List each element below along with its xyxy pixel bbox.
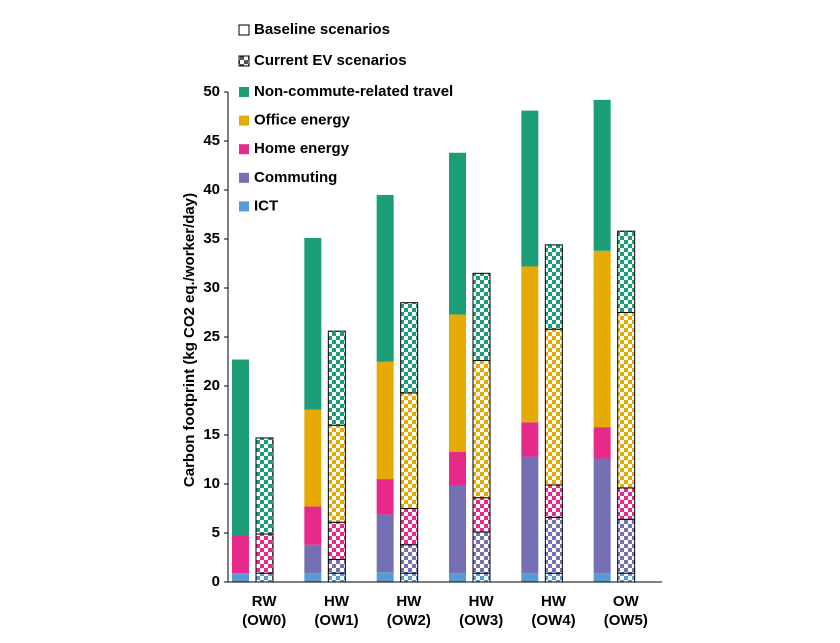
bar-segment <box>232 573 249 582</box>
bar-segment <box>521 573 539 582</box>
bar-segment <box>376 514 394 573</box>
bar-segment <box>304 409 322 507</box>
x-tick-label: (OW5) <box>604 612 648 629</box>
x-tick-label: (OW2) <box>387 612 431 629</box>
bar-segment <box>449 573 466 582</box>
bar-segment <box>449 152 466 315</box>
bar-segment <box>521 422 539 457</box>
y-tick-label: 45 <box>203 132 220 149</box>
ev-bar-segment <box>472 531 491 574</box>
legend-label: Baseline scenarios <box>254 21 390 38</box>
bar-segment <box>304 544 322 574</box>
ev-bar-segment <box>327 330 346 426</box>
ev-bar-segment <box>400 544 419 574</box>
bar-segment <box>521 110 539 267</box>
y-tick-label: 5 <box>212 524 220 541</box>
y-tick-label: 40 <box>203 181 220 198</box>
ev-bar-segment <box>472 360 491 499</box>
legend-swatch <box>238 55 250 67</box>
x-tick-label: (OW3) <box>459 612 503 629</box>
ev-bar-segment <box>617 230 636 313</box>
legend-label: Non-commute-related travel <box>254 83 453 100</box>
ev-bar-segment <box>400 572 419 583</box>
legend-swatch <box>239 115 249 126</box>
legend-label: Office energy <box>254 112 351 129</box>
ev-bar-segment <box>544 328 563 486</box>
bar-segment <box>449 484 466 574</box>
ev-bar-segment <box>617 487 636 520</box>
legend-label: ICT <box>254 197 278 214</box>
ev-bar-segment <box>544 244 563 330</box>
ev-bar-segment <box>472 272 491 362</box>
bar-segment <box>593 427 611 459</box>
bar-segment <box>376 572 394 582</box>
ev-bar-segment <box>327 558 346 574</box>
x-tick-label: (OW1) <box>314 612 358 629</box>
ev-bar-segment <box>544 484 563 518</box>
x-tick-label: HW <box>324 593 350 610</box>
bar-segment <box>304 506 322 545</box>
ev-bar-segment <box>255 533 274 574</box>
bar-segment <box>521 266 539 423</box>
y-tick-label: 25 <box>203 328 220 345</box>
x-tick-label: RW <box>252 593 278 610</box>
bar-segment <box>593 99 611 251</box>
bar-segment <box>449 314 466 452</box>
legend-swatch <box>238 24 250 36</box>
ev-bar-segment <box>255 572 274 583</box>
y-tick-label: 50 <box>203 83 220 100</box>
legend-label: Home energy <box>254 140 350 157</box>
y-tick-label: 10 <box>203 475 220 492</box>
y-tick-label: 30 <box>203 279 220 296</box>
ev-bar-segment <box>400 302 419 394</box>
x-tick-label: HW <box>469 593 495 610</box>
bar-segment <box>232 359 249 535</box>
ev-bar-segment <box>472 497 491 533</box>
ev-bar-segment <box>327 572 346 583</box>
bar-segment <box>521 456 539 574</box>
bar-segment <box>304 238 322 410</box>
bar-segment <box>232 534 249 574</box>
legend-swatch <box>239 87 249 97</box>
y-tick-label: 15 <box>203 426 220 443</box>
x-tick-label: (OW4) <box>531 612 575 629</box>
y-tick-label: 35 <box>203 230 220 247</box>
ev-bar-segment <box>472 572 491 583</box>
bar-segment <box>593 573 611 582</box>
ev-bar-segment <box>400 392 419 509</box>
ev-bar-segment <box>400 508 419 546</box>
y-tick-label: 20 <box>203 377 220 394</box>
x-tick-label: (OW0) <box>242 612 286 629</box>
legend-label: Current EV scenarios <box>254 52 407 69</box>
legend-label: Commuting <box>254 169 337 186</box>
x-tick-label: HW <box>541 593 567 610</box>
legend-swatch <box>239 201 249 212</box>
ev-bar-segment <box>617 312 636 489</box>
x-tick-label: HW <box>396 593 422 610</box>
bar-segment <box>449 451 466 485</box>
bar-segment <box>593 458 611 574</box>
y-tick-label: 0 <box>212 573 220 590</box>
ev-bar-segment <box>617 572 636 583</box>
bar-segment <box>376 194 394 362</box>
bar-segment <box>376 479 394 515</box>
y-axis-label: Carbon footprint (kg CO2 eq./worker/day) <box>181 193 198 487</box>
bar-segment <box>593 250 611 428</box>
ev-bar-segment <box>255 437 274 535</box>
bar-segment <box>376 361 394 480</box>
ev-bar-segment <box>327 521 346 560</box>
bar-segment <box>304 573 322 582</box>
legend-swatch <box>239 144 249 155</box>
ev-bar-segment <box>544 572 563 583</box>
ev-bar-segment <box>617 518 636 574</box>
legend-swatch <box>239 172 249 183</box>
ev-bar-segment <box>544 516 563 574</box>
x-tick-label: OW <box>613 593 640 610</box>
ev-bar-segment <box>327 424 346 523</box>
